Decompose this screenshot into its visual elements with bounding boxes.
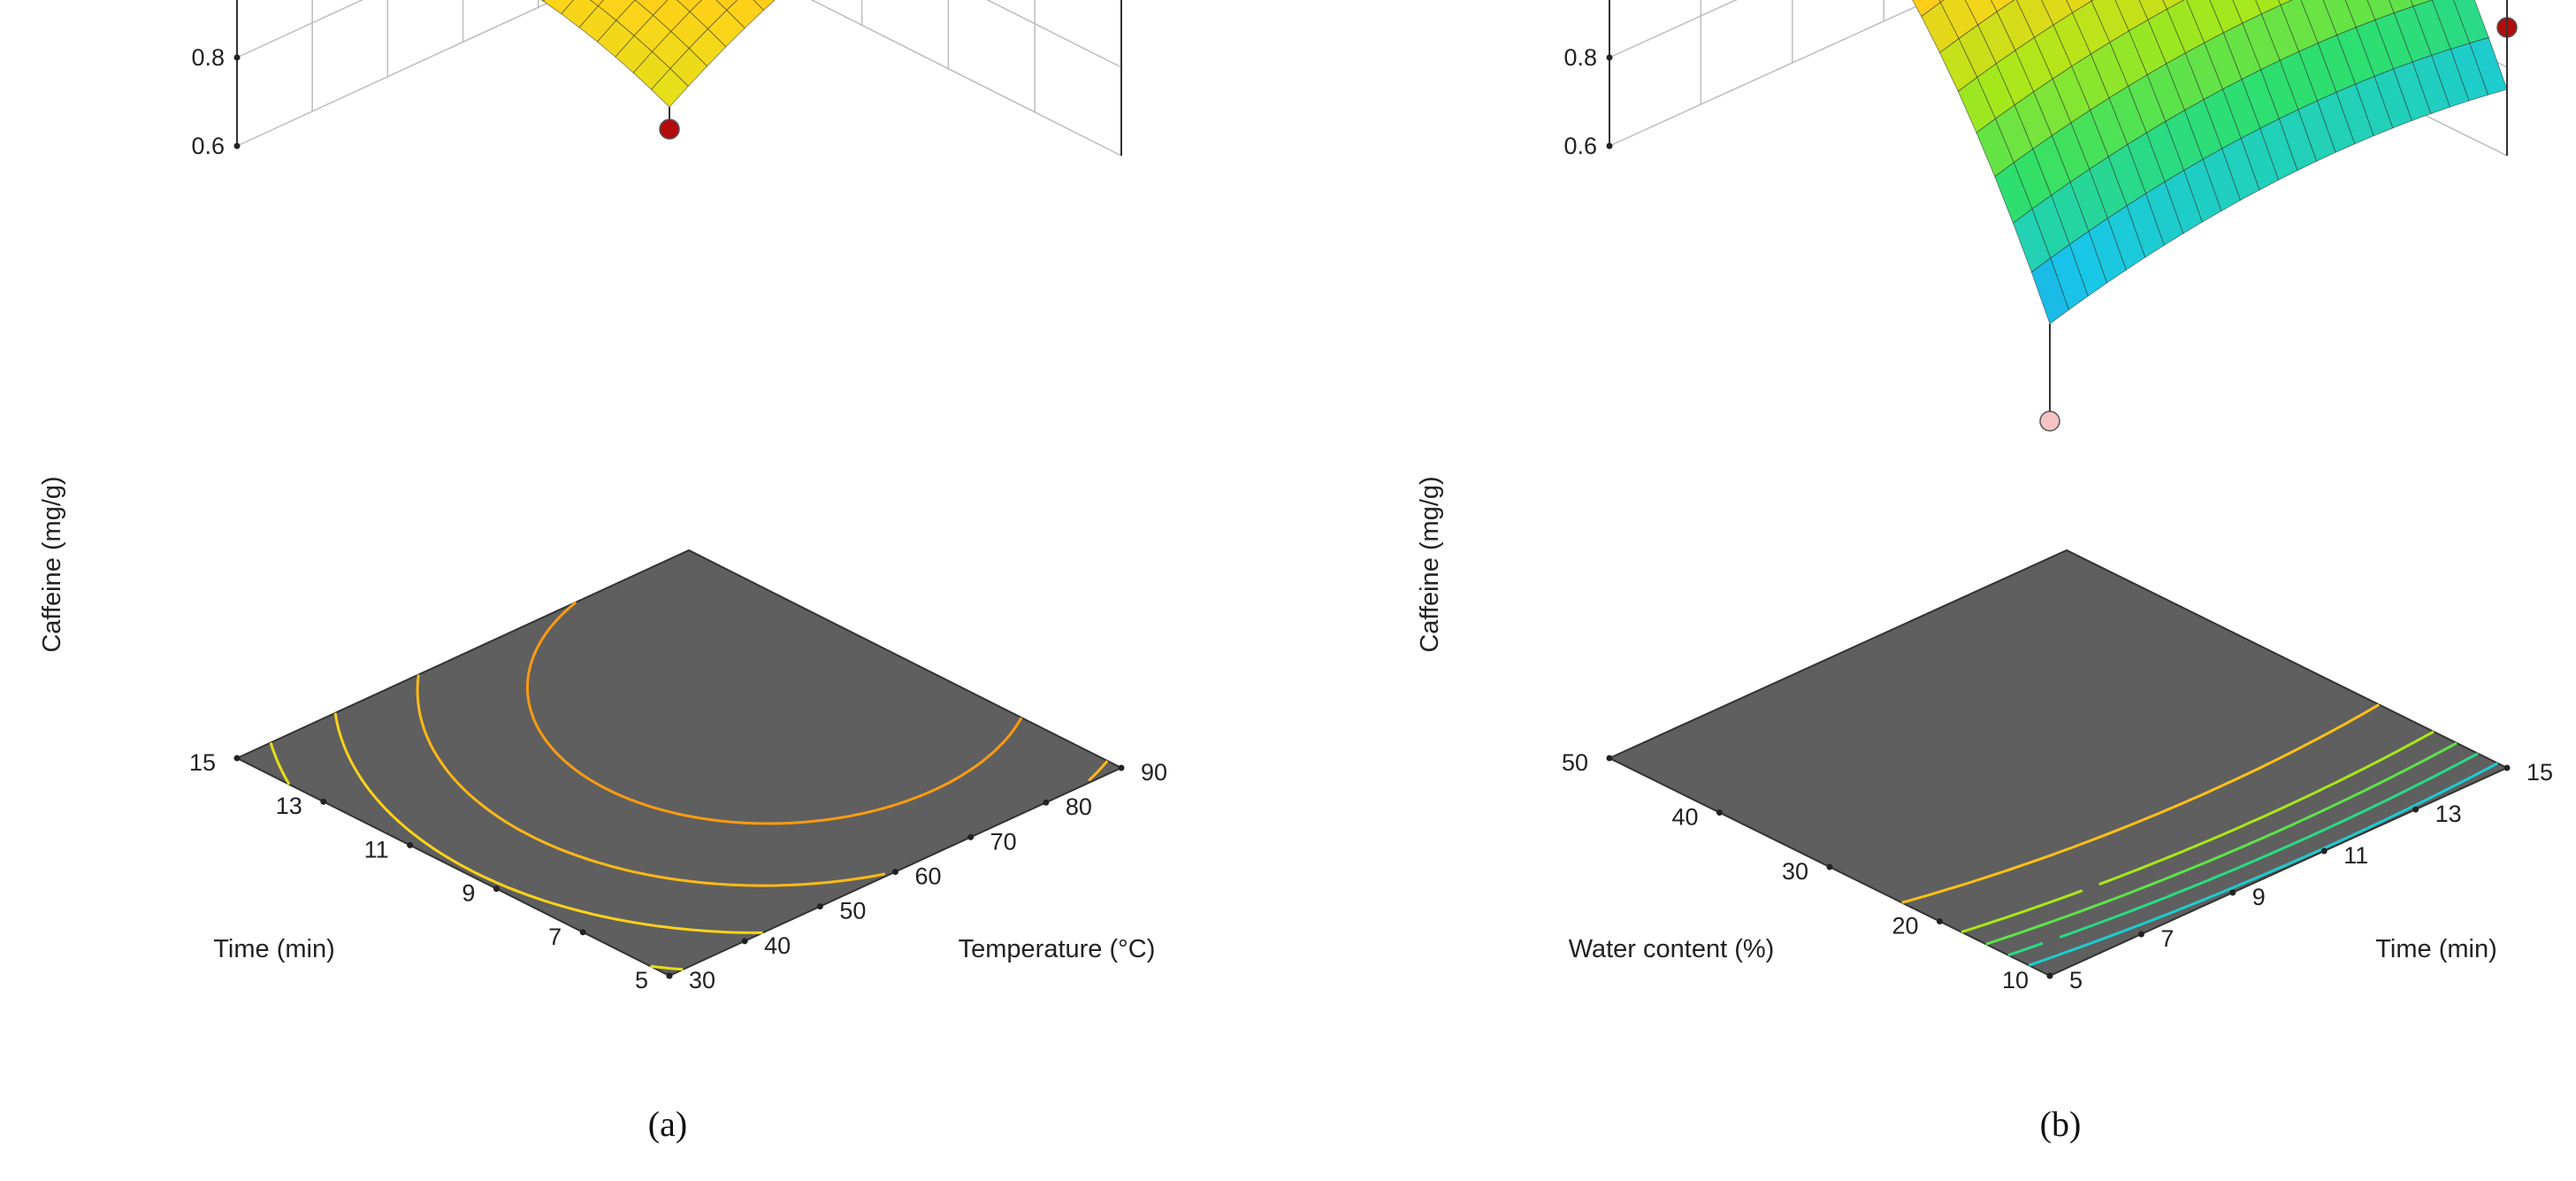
y-tick-mark bbox=[2503, 764, 2511, 771]
panel-a-axes bbox=[236, 0, 1122, 364]
y-tick-label: 5 bbox=[2069, 967, 2083, 993]
panel-a-floor bbox=[234, 548, 1124, 978]
x-tick-label: 7 bbox=[548, 924, 562, 950]
y-tick-mark bbox=[892, 869, 898, 875]
contour-line bbox=[2007, 752, 2479, 957]
z-tick-mark bbox=[1606, 142, 1613, 150]
panel-b-z-axis-label: Caffeine (mg/g) bbox=[1416, 476, 1444, 652]
panel-b-surface bbox=[1912, 0, 2508, 325]
x-tick-mark bbox=[1937, 918, 1943, 924]
contour-line bbox=[1901, 703, 2380, 904]
panel-a-surface-plot: 0.60.811.21.41.657911131530405060708090 … bbox=[38, 0, 1167, 1144]
surface-cell bbox=[2030, 257, 2070, 325]
y-tick-mark bbox=[967, 833, 975, 840]
contour-line bbox=[269, 742, 684, 971]
y-tick-label: 15 bbox=[2526, 759, 2553, 786]
x-tick-label: 20 bbox=[1892, 913, 1918, 939]
z-tick-label: 0.6 bbox=[191, 133, 225, 159]
surface-cell bbox=[715, 0, 738, 12]
contour-line bbox=[1961, 730, 2435, 934]
y-tick-mark bbox=[741, 938, 748, 945]
y-tick-label: 90 bbox=[1141, 759, 1167, 786]
z-tick-label: 0.6 bbox=[1563, 133, 1597, 159]
z-tick-label: 0.8 bbox=[1563, 44, 1597, 71]
contour-line bbox=[416, 674, 1109, 887]
y-tick-mark bbox=[2229, 889, 2236, 896]
x-tick-mark bbox=[320, 798, 327, 805]
floor-plane bbox=[1607, 548, 2510, 978]
x-tick-label: 15 bbox=[189, 749, 216, 776]
panel-a-contours bbox=[269, 601, 1109, 971]
x-tick-label: 50 bbox=[1562, 749, 1588, 776]
design-point bbox=[659, 119, 680, 140]
floor-plane bbox=[234, 548, 1124, 978]
y-tick-label: 60 bbox=[915, 863, 942, 890]
y-tick-mark bbox=[666, 972, 673, 979]
x-tick-label: 9 bbox=[462, 880, 475, 907]
surface-cell bbox=[753, 0, 776, 12]
surface-cell bbox=[542, 0, 575, 15]
x-tick-label: 30 bbox=[1782, 858, 1808, 885]
x-tick-mark bbox=[1716, 809, 1723, 816]
z-tick-label: 0.8 bbox=[191, 44, 225, 71]
y-tick-mark bbox=[2137, 931, 2144, 938]
z-tick-mark bbox=[233, 142, 241, 150]
z-tick-mark bbox=[1606, 54, 1613, 61]
y-tick-label: 11 bbox=[2343, 842, 2368, 869]
x-tick-label: 13 bbox=[276, 793, 302, 819]
panel-a-surface bbox=[540, 0, 776, 108]
y-tick-mark bbox=[2046, 972, 2053, 979]
x-tick-mark bbox=[493, 886, 500, 893]
z-tick-mark bbox=[233, 54, 241, 61]
panel-b-x-axis-label: Water content (%) bbox=[1569, 935, 1775, 963]
y-tick-label: 13 bbox=[2435, 801, 2462, 827]
y-tick-label: 9 bbox=[2252, 884, 2266, 910]
surface-cell bbox=[589, 0, 605, 7]
x-tick-label: 10 bbox=[2002, 967, 2029, 993]
contour-line bbox=[2028, 762, 2499, 967]
right-wall bbox=[812, 0, 1121, 156]
panel-b-surface-plot: 0.60.811.21.41.61020304050579111315 Caff… bbox=[1416, 0, 2553, 1144]
contour-line bbox=[525, 601, 1023, 825]
panel-b-y-axis-label: Time (min) bbox=[2375, 935, 2496, 963]
panel-b-axes bbox=[1609, 0, 2508, 364]
panel-a-z-axis-label: Caffeine (mg/g) bbox=[38, 476, 66, 652]
x-tick-mark bbox=[407, 841, 414, 848]
panel-a-x-axis-label: Time (min) bbox=[213, 935, 334, 963]
y-tick-label: 40 bbox=[764, 932, 791, 959]
panel-b-contours bbox=[1901, 703, 2499, 967]
y-tick-label: 50 bbox=[839, 898, 866, 924]
panel-a-design-points bbox=[659, 119, 680, 140]
x-tick-mark bbox=[579, 929, 586, 936]
y-tick-mark bbox=[2412, 806, 2419, 813]
y-tick-mark bbox=[1043, 799, 1050, 806]
y-tick-mark bbox=[816, 903, 823, 910]
panel-a-caption: (a) bbox=[648, 1104, 687, 1144]
y-tick-mark bbox=[2320, 847, 2328, 855]
contour-line bbox=[1985, 741, 2458, 946]
x-tick-label: 11 bbox=[364, 836, 389, 863]
panel-a-tick-labels: 0.60.811.21.41.657911131530405060708090 bbox=[189, 44, 1167, 993]
contour-line bbox=[333, 712, 763, 934]
x-tick-mark bbox=[1826, 863, 1833, 870]
x-tick-mark bbox=[233, 755, 241, 762]
panel-b-caption: (b) bbox=[2040, 1104, 2082, 1144]
y-tick-label: 70 bbox=[990, 828, 1017, 855]
x-tick-mark bbox=[1606, 755, 1613, 762]
design-point bbox=[2039, 410, 2060, 432]
panel-a-y-axis-label: Temperature (°C) bbox=[959, 935, 1156, 963]
panel-b-floor bbox=[1607, 548, 2510, 978]
x-tick-label: 40 bbox=[1671, 804, 1698, 831]
y-tick-label: 30 bbox=[689, 967, 715, 993]
panel-b-tick-labels: 0.60.811.21.41.61020304050579111315 bbox=[1562, 44, 2553, 993]
surface-cell bbox=[650, 67, 689, 108]
x-tick-label: 5 bbox=[635, 967, 648, 993]
y-tick-label: 7 bbox=[2160, 925, 2174, 952]
y-tick-mark bbox=[1118, 764, 1125, 771]
y-tick-label: 80 bbox=[1066, 794, 1092, 820]
